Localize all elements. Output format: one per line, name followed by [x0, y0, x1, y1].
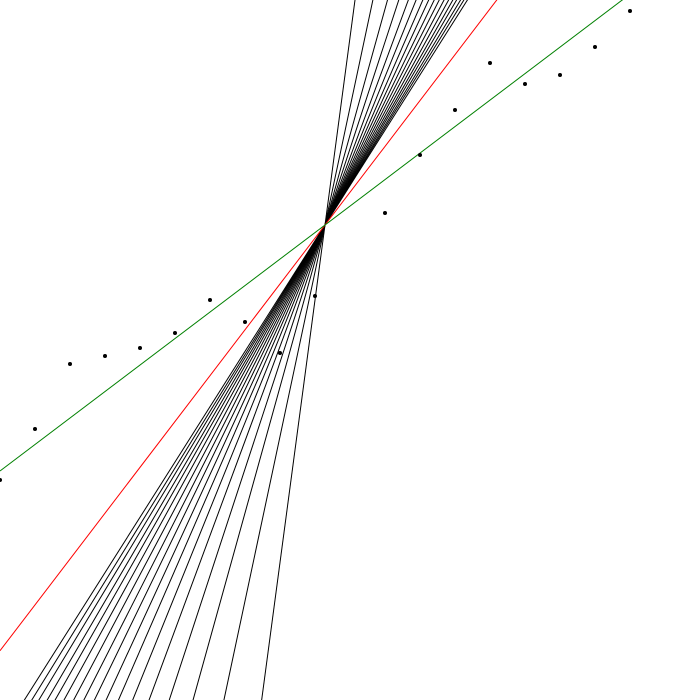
data-point: [33, 427, 37, 431]
data-point: [138, 346, 142, 350]
data-point: [488, 61, 492, 65]
data-point: [313, 294, 317, 298]
data-point: [278, 351, 282, 355]
data-point: [523, 82, 527, 86]
points-layer: [0, 9, 632, 482]
data-point: [173, 331, 177, 335]
data-point: [593, 45, 597, 49]
data-point: [243, 320, 247, 324]
data-point: [103, 354, 107, 358]
data-point: [453, 108, 457, 112]
data-point: [208, 298, 212, 302]
data-point: [628, 9, 632, 13]
data-point: [68, 362, 72, 366]
data-point: [348, 180, 352, 184]
green-fit-line: [0, 0, 624, 472]
red-fit-line: [0, 0, 498, 652]
data-point: [558, 73, 562, 77]
data-point: [383, 211, 387, 215]
data-point: [418, 153, 422, 157]
data-point: [0, 478, 2, 482]
